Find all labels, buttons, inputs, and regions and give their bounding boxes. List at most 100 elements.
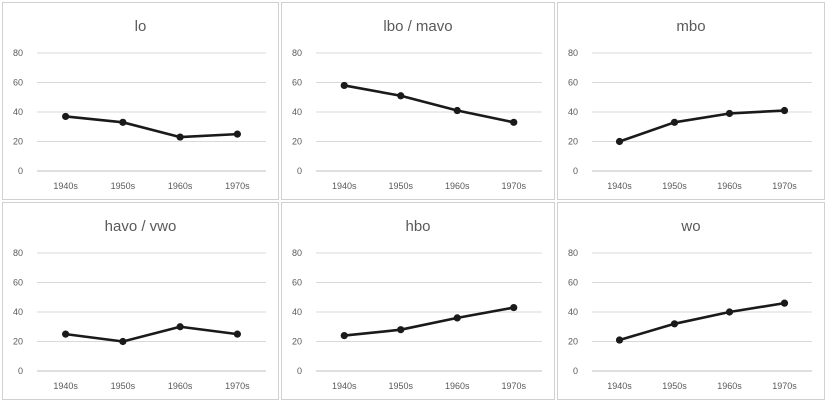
x-tick-label: 1940s: [53, 181, 78, 191]
data-point: [62, 330, 70, 338]
chart-svg: mbo 0 20 40 60 80 1940s 1950s 1960s 1970s: [568, 18, 812, 191]
y-tick-label: 40: [292, 307, 302, 317]
y-tick-label: 20: [13, 337, 23, 347]
chart-title: lo: [135, 18, 147, 35]
series-line: [344, 306, 514, 337]
data-point: [453, 314, 461, 322]
x-tick-label: 1970s: [772, 181, 797, 191]
series-line: [65, 325, 238, 343]
data-point: [780, 106, 789, 115]
y-tick-label: 80: [568, 248, 578, 258]
chart-title: wo: [680, 218, 700, 235]
y-tick-label: 60: [292, 278, 302, 288]
y-tick-label: 80: [13, 48, 23, 58]
y-tick-label: 0: [297, 366, 302, 376]
chart-svg: lo 0 20 40 60 80 1940s 1950s 1960s 1970s: [13, 18, 266, 191]
data-point: [510, 118, 518, 126]
data-point: [397, 326, 405, 334]
data-point: [233, 130, 241, 138]
y-tick-label: 0: [18, 366, 23, 376]
x-tick-label: 1970s: [225, 181, 250, 191]
x-tick-label: 1940s: [607, 181, 632, 191]
y-tick-label: 20: [13, 137, 23, 147]
data-point: [725, 308, 734, 316]
y-tick-label: 60: [568, 78, 578, 88]
x-tick-label: 1950s: [111, 381, 136, 391]
chart-title: hbo: [405, 218, 430, 235]
data-point: [233, 330, 241, 338]
x-tick-label: 1970s: [501, 181, 526, 191]
data-point: [397, 92, 405, 100]
data-point: [340, 332, 348, 340]
data-point: [615, 137, 624, 146]
y-tick-label: 40: [568, 107, 578, 117]
y-tick-label: 60: [568, 278, 578, 288]
x-tick-label: 1970s: [772, 381, 797, 391]
x-tick-label: 1950s: [388, 181, 413, 191]
y-tick-label: 40: [568, 307, 578, 317]
x-tick-label: 1960s: [717, 181, 742, 191]
y-tick-label: 60: [13, 278, 23, 288]
y-tick-label: 40: [292, 107, 302, 117]
y-tick-label: 40: [13, 107, 23, 117]
x-tick-label: 1950s: [662, 381, 687, 391]
x-tick-label: 1960s: [445, 181, 470, 191]
data-point: [510, 303, 518, 312]
y-tick-label: 20: [292, 337, 302, 347]
chart-panel: hbo 0 20 40 60 80 1940s 1950s 1960s 1970s: [281, 202, 555, 400]
data-point: [176, 133, 184, 141]
x-tick-label: 1940s: [53, 381, 78, 391]
x-tick-label: 1960s: [168, 381, 193, 391]
x-tick-label: 1960s: [168, 181, 193, 191]
y-tick-label: 20: [292, 137, 302, 147]
chart-panel: lo 0 20 40 60 80 1940s 1950s 1960s 1970s: [2, 2, 279, 200]
data-point: [340, 81, 348, 90]
y-tick-label: 40: [13, 307, 23, 317]
x-tick-label: 1950s: [388, 381, 413, 391]
y-tick-label: 60: [292, 78, 302, 88]
data-point: [119, 337, 127, 346]
y-tick-label: 0: [18, 166, 23, 176]
y-tick-label: 0: [573, 366, 578, 376]
x-tick-label: 1950s: [111, 181, 136, 191]
data-point: [670, 320, 679, 328]
chart-panel: mbo 0 20 40 60 80 1940s 1950s 1960s 1970s: [557, 2, 825, 200]
x-tick-label: 1940s: [332, 381, 357, 391]
x-tick-label: 1940s: [332, 181, 357, 191]
data-point: [780, 299, 789, 307]
y-tick-label: 80: [568, 48, 578, 58]
chart-title: havo / vwo: [105, 218, 177, 235]
data-point: [615, 336, 624, 344]
x-tick-label: 1960s: [717, 381, 742, 391]
x-tick-label: 1950s: [662, 181, 687, 191]
x-tick-label: 1940s: [607, 381, 632, 391]
series-line: [619, 109, 785, 143]
chart-panel: wo 0 20 40 60 80 1940s 1950s 1960s 1970s: [557, 202, 825, 400]
data-point: [453, 106, 461, 115]
chart-svg: wo 0 20 40 60 80 1940s 1950s 1960s 1970s: [568, 218, 812, 391]
y-tick-label: 20: [568, 137, 578, 147]
series-line: [619, 301, 785, 342]
x-tick-label: 1960s: [445, 381, 470, 391]
data-point: [62, 112, 70, 121]
chart-title: lbo / mavo: [383, 18, 452, 35]
y-tick-label: 80: [292, 48, 302, 58]
series-line: [344, 84, 515, 124]
x-tick-label: 1970s: [225, 381, 250, 391]
chart-svg: lbo / mavo 0 20 40 60 80 1940s 1950s 1960s 1970s: [292, 18, 542, 191]
data-point: [176, 323, 184, 331]
chart-panel: lbo / mavo 0 20 40 60 80 1940s 1950s 1960s 1970s: [281, 2, 555, 200]
data-point: [119, 118, 127, 126]
y-tick-label: 60: [13, 78, 23, 88]
y-tick-label: 80: [292, 248, 302, 258]
data-point: [725, 109, 734, 118]
chart-title: mbo: [676, 18, 705, 35]
y-tick-label: 80: [13, 248, 23, 258]
series-line: [65, 115, 238, 139]
data-point: [670, 118, 679, 126]
y-tick-label: 0: [573, 166, 578, 176]
chart-svg: havo / vwo 0 20 40 60 80 1940s 1950s 1960s 1970s: [13, 218, 266, 391]
chart-svg: hbo 0 20 40 60 80 1940s 1950s 1960s 1970s: [292, 218, 542, 391]
x-tick-label: 1970s: [501, 381, 526, 391]
